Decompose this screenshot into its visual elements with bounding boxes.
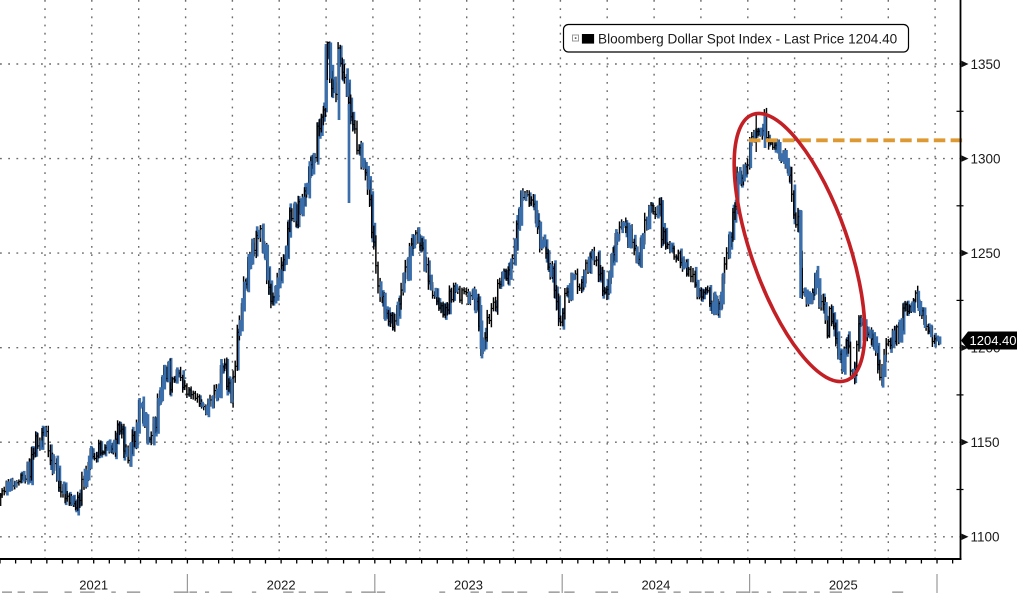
svg-text:1204.40: 1204.40 — [970, 333, 1017, 348]
svg-text:2023: 2023 — [454, 578, 483, 593]
svg-text:2021: 2021 — [79, 578, 108, 593]
svg-text:1250: 1250 — [971, 246, 1001, 261]
svg-text:1100: 1100 — [971, 530, 1000, 545]
svg-text:1150: 1150 — [971, 435, 1000, 450]
svg-text:1350: 1350 — [971, 57, 1001, 72]
svg-text:2024: 2024 — [641, 578, 670, 593]
svg-text:2022: 2022 — [267, 578, 296, 593]
svg-text:Bloomberg Dollar Spot Index -: Bloomberg Dollar Spot Index - Last Price… — [598, 31, 898, 46]
svg-text:2025: 2025 — [829, 578, 858, 593]
svg-text:1300: 1300 — [971, 151, 1001, 166]
